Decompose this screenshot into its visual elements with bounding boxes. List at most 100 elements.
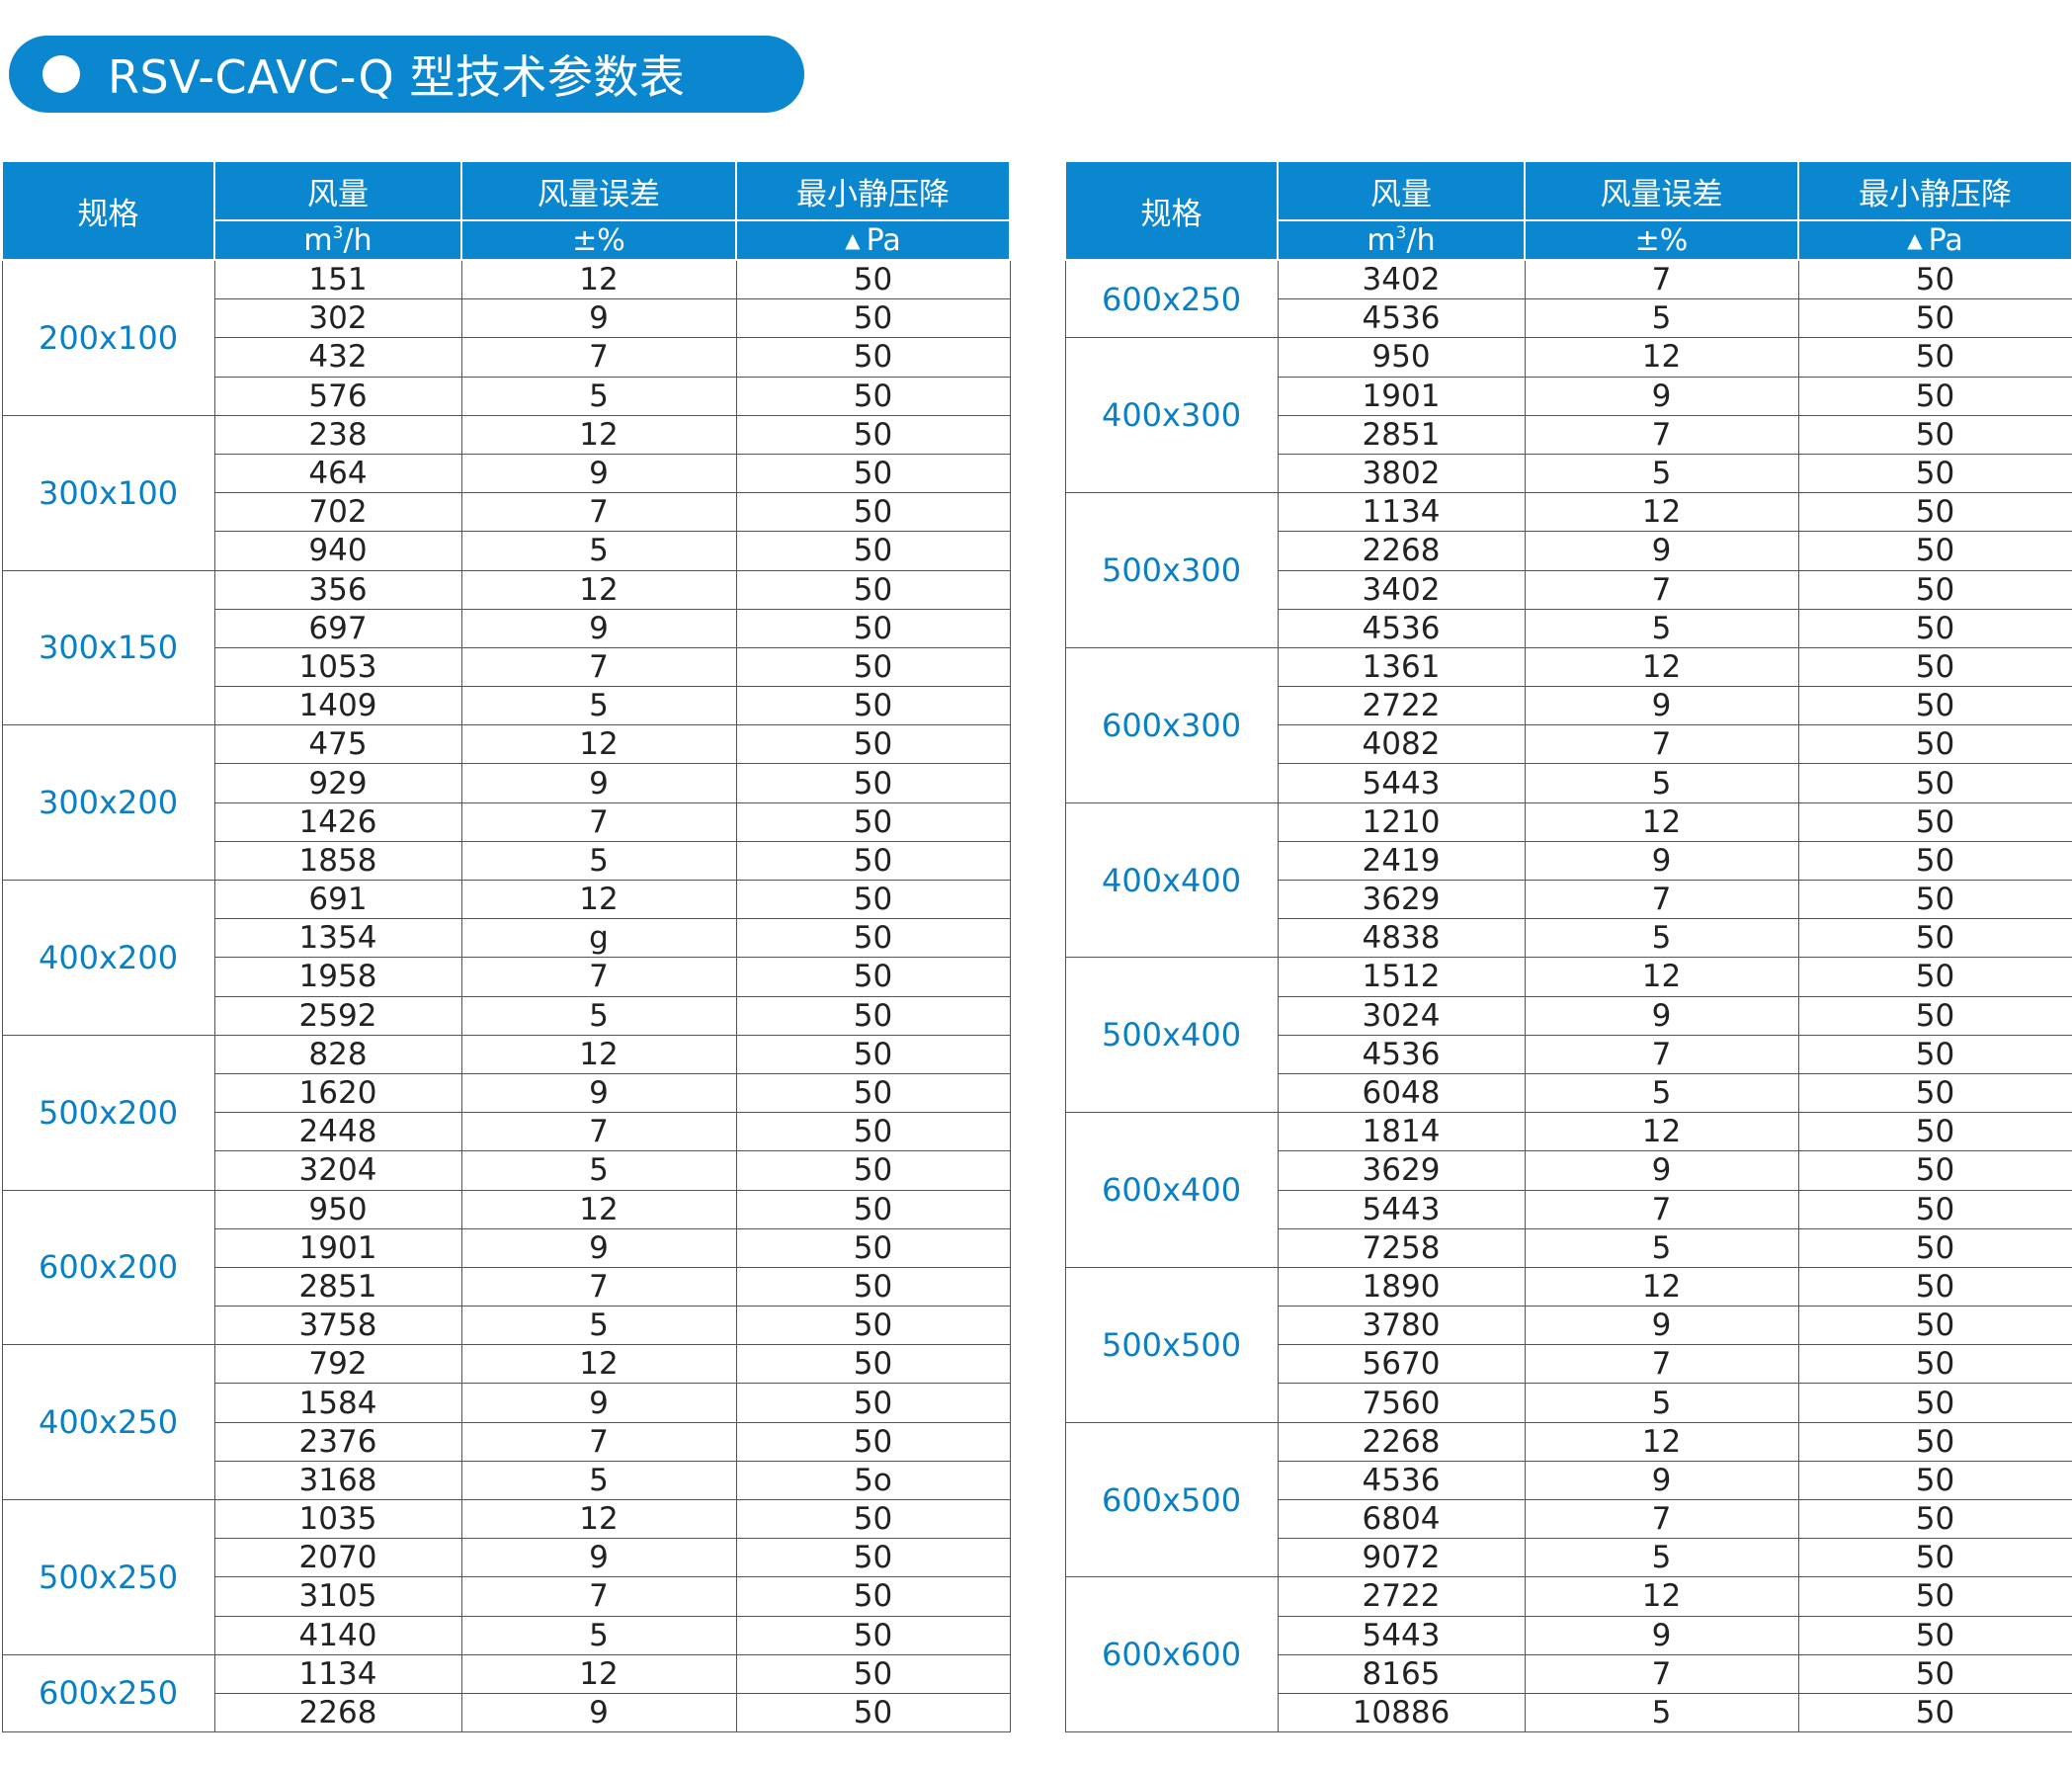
header-pressure-unit: ▲ Pa (735, 219, 1011, 261)
pressure-cell: 50 (735, 259, 1011, 300)
error-cell: 5 (460, 1306, 737, 1346)
size-cell: 600x250 (1064, 259, 1279, 339)
pressure-cell: 50 (735, 918, 1011, 959)
pressure-cell: 50 (1797, 763, 2072, 803)
table-row: 400x200 691 12 50 (1, 879, 1011, 1036)
error-cell: 5 (1524, 1072, 1799, 1114)
error-cell: 7 (1524, 879, 1799, 920)
table-row: 4082 7 50 (1065, 724, 2072, 765)
pressure-cell: 50 (1797, 531, 2072, 571)
error-cell: 9 (460, 453, 737, 494)
error-cell: 9 (1524, 376, 1799, 416)
flow-cell: 3168 (213, 1460, 462, 1501)
pressure-cell: 50 (1797, 1227, 2072, 1268)
error-cell: 12 (460, 1189, 737, 1229)
flow-cell: 792 (213, 1344, 462, 1385)
table-row: 600x600 2722 12 50 (1064, 1576, 2072, 1733)
flow-cell: 2268 (1277, 1421, 1526, 1462)
flow-cell: 3024 (1277, 995, 1526, 1036)
pressure-cell: 50 (735, 1266, 1011, 1307)
flow-cell: 4838 (1277, 918, 1526, 959)
table-row: 1409 5 50 (2, 686, 1011, 726)
pressure-cell: 50 (1797, 1421, 2072, 1462)
error-cell: 5 (460, 995, 737, 1036)
pressure-cell: 50 (735, 1227, 1011, 1268)
pressure-cell: 50 (1797, 1615, 2072, 1655)
table-row: 1958 7 50 (2, 957, 1011, 997)
error-cell: 12 (460, 879, 737, 920)
flow-cell: 4140 (213, 1615, 462, 1655)
error-cell: 12 (1524, 337, 1799, 378)
error-cell: 7 (460, 337, 737, 378)
pressure-cell: 50 (1797, 259, 2072, 300)
flow-cell: 1361 (1277, 646, 1526, 688)
error-cell: 5 (460, 1150, 737, 1191)
pressure-cell: 50 (1797, 608, 2072, 648)
table-row: 6804 7 50 (1065, 1498, 2072, 1540)
flow-cell: 3780 (1277, 1306, 1526, 1346)
table-row: 600x400 1814 12 50 (1064, 1112, 2072, 1268)
flow-cell: 1354 (213, 918, 462, 959)
error-cell: 9 (1524, 1615, 1799, 1655)
error-cell: 7 (1524, 1344, 1799, 1385)
table-row: 200x100 151 12 50 (1, 259, 1011, 416)
pressure-cell: 50 (735, 1344, 1011, 1385)
table-row: 5443 9 50 (1065, 1615, 2072, 1655)
flow-cell: 2419 (1277, 840, 1526, 882)
flow-cell: 3105 (213, 1576, 462, 1617)
flow-cell: 697 (213, 608, 462, 648)
table-row: 2070 9 50 (2, 1538, 1011, 1578)
table-row: 3024 9 50 (1065, 995, 2072, 1036)
error-cell: 9 (1524, 995, 1799, 1036)
error-cell: 9 (1524, 686, 1799, 726)
table-row: 600x250 1134 12 50 (1, 1653, 1011, 1733)
header-flow: 风量 (1277, 160, 1526, 221)
pressure-cell: 50 (735, 1498, 1011, 1540)
error-cell: 12 (1524, 646, 1799, 688)
size-cell: 300x150 (1, 569, 215, 726)
page-title: RSV-CAVC-Q 型技术参数表 (108, 50, 686, 104)
pressure-cell: 50 (1797, 453, 2072, 494)
error-cell: 7 (1524, 569, 1799, 610)
table-row: 2376 7 50 (2, 1421, 1011, 1462)
size-cell: 500x300 (1064, 492, 1279, 648)
table-body-right: 600x250 3402 7 50 4536 5 50 400x300 950 12 50 1901 9… (1064, 259, 2072, 1733)
flow-cell: 950 (1277, 337, 1526, 378)
flow-cell: 1901 (1277, 376, 1526, 416)
flow-cell: 3629 (1277, 879, 1526, 920)
flow-cell: 3758 (213, 1306, 462, 1346)
error-cell: 5 (1524, 1692, 1799, 1733)
table-row: 576 5 50 (2, 376, 1011, 416)
table-row: 1901 9 50 (1065, 376, 2072, 416)
table-row: 302 9 50 (2, 298, 1011, 339)
table-row: 3105 7 50 (2, 1576, 1011, 1617)
error-cell: 7 (1524, 1498, 1799, 1540)
flow-cell: 4082 (1277, 724, 1526, 765)
table-row: 400x250 792 12 50 (1, 1344, 1011, 1500)
error-cell: 12 (460, 724, 737, 765)
spec-table-right: 规格 风量 风量误差 最小静压降 m3/h ±% ▲ Pa 600x250 3402… (1064, 160, 2072, 1733)
header-error-unit: ±% (1524, 219, 1799, 261)
table-row: 2722 9 50 (1065, 686, 2072, 726)
table-row: 500x500 1890 12 50 (1064, 1266, 2072, 1423)
error-cell: 12 (460, 1034, 737, 1074)
pressure-cell: 50 (735, 608, 1011, 648)
error-cell: 7 (1524, 1189, 1799, 1229)
flow-cell: 2268 (213, 1692, 462, 1733)
header-error-unit: ±% (460, 219, 737, 261)
table-row: 500x400 1512 12 50 (1064, 957, 2072, 1114)
table-row: 3629 7 50 (1065, 879, 2072, 920)
error-cell: 7 (460, 1112, 737, 1152)
table-row: 600x300 1361 12 50 (1064, 646, 2072, 803)
flow-cell: 1134 (213, 1653, 462, 1694)
error-cell: 5 (460, 686, 737, 726)
table-row: 4536 7 50 (1065, 1034, 2072, 1074)
error-cell: 5 (1524, 1227, 1799, 1268)
header-error: 风量误差 (1524, 160, 1799, 221)
flow-cell: 1814 (1277, 1112, 1526, 1152)
size-cell: 600x300 (1064, 646, 1279, 803)
error-cell: 12 (1524, 1112, 1799, 1152)
flow-cell: 3402 (1277, 259, 1526, 300)
error-cell: 5 (1524, 608, 1799, 648)
pressure-cell: 50 (1797, 1344, 2072, 1385)
